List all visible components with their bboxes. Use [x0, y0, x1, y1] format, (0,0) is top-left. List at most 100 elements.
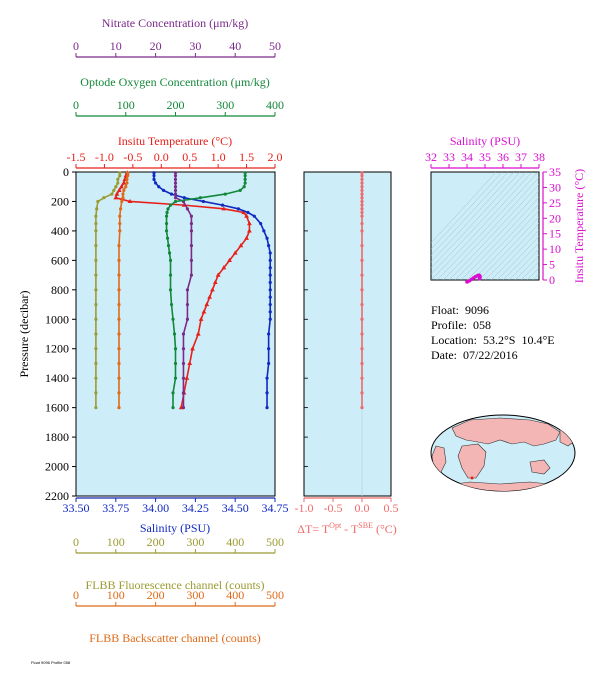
backscatter-point — [122, 188, 126, 193]
ts-point — [477, 276, 482, 281]
deltaT-point — [360, 221, 364, 226]
deltaT-point — [360, 317, 364, 321]
pressure-tick-label: 600 — [51, 253, 69, 267]
fluorescence-point — [118, 174, 122, 178]
backscatter-point — [117, 406, 121, 410]
deltaT-point — [360, 203, 364, 207]
backscatter-point — [117, 317, 121, 321]
temperature-axis-label: Insitu Temperature (°C) — [118, 134, 232, 148]
deltaT-point — [360, 361, 364, 366]
temperature-point — [121, 180, 127, 185]
oxygen-point — [173, 199, 178, 204]
pressure-tick-label: 1000 — [45, 312, 69, 326]
backscatter-point — [117, 332, 121, 336]
nitrate-point — [173, 196, 178, 200]
nitrate-point — [189, 229, 194, 233]
deltaT-point — [360, 302, 364, 307]
deltaT-point — [360, 177, 364, 181]
fluorescence-point — [94, 391, 98, 395]
oxygen-point — [166, 207, 170, 211]
salinity-point — [252, 214, 256, 218]
nitrate-point — [185, 317, 190, 321]
nitrate-tick-label: 0 — [73, 39, 79, 53]
nitrate-point — [181, 332, 186, 336]
nitrate-point — [181, 406, 186, 410]
salinity-point — [152, 171, 156, 175]
fluorescence-tick-label: 100 — [107, 535, 125, 549]
ts-temperature-tick-label: 20 — [549, 211, 561, 225]
salinity-point — [236, 207, 240, 211]
fluorescence-axis: 0 100 200 300 400 500 FLBB Fluorescence chann… — [73, 535, 284, 592]
oxygen-tick-label: 400 — [266, 98, 284, 112]
fluorescence-tick-label: 300 — [186, 535, 204, 549]
salinity-point — [268, 266, 272, 270]
nitrate-point — [189, 273, 194, 277]
oxygen-tick-label: 300 — [216, 98, 234, 112]
ts-temperature-axis-label: Insitu Temperature (°C) — [572, 169, 586, 283]
map-land-africa — [457, 443, 487, 479]
temperature-point — [127, 198, 133, 204]
salinity-point — [268, 288, 272, 292]
fluorescence-point — [94, 376, 98, 380]
pressure-tick-label: 1800 — [45, 430, 69, 444]
fluorescence-point — [102, 196, 106, 200]
backscatter-tick-label: 0 — [73, 588, 79, 602]
deltaT-point — [360, 192, 364, 196]
nitrate-point — [181, 347, 186, 351]
deltaT-point — [360, 181, 364, 185]
deltaT-point — [360, 174, 364, 178]
oxygen-tick-label: 100 — [117, 98, 135, 112]
ts-salinity-tick-label: 34 — [461, 150, 473, 164]
ts-temperature-tick-label: 15 — [549, 227, 561, 241]
oxygen-point — [171, 406, 175, 410]
nitrate-point — [181, 376, 186, 380]
temperature-tick-label: 0.5 — [182, 150, 197, 164]
profile-series — [94, 170, 272, 410]
ts-temperature-tick-label: 0 — [549, 273, 555, 287]
backscatter-tick-label: 300 — [186, 588, 204, 602]
deltaT-point — [360, 376, 364, 380]
salinity-axis: 33.50 33.75 34.00 34.25 34.50 34.75 — [63, 497, 289, 515]
salinity-point — [220, 203, 225, 207]
salinity-point — [268, 258, 272, 262]
oxygen-point — [164, 221, 169, 226]
pressure-tick-label: 2000 — [45, 460, 69, 474]
oxygen-point — [171, 317, 175, 321]
backscatter-point — [118, 214, 122, 218]
backscatter-axis: 0 100 200 300 400 500 FLBB Backscatter channe… — [73, 588, 284, 645]
salinity-point — [268, 310, 272, 314]
salinity-tick-label: 34.25 — [182, 501, 209, 515]
backscatter-axis-label: FLBB Backscatter channel (counts) — [89, 631, 261, 645]
temperature-point — [187, 360, 193, 366]
date-value: 07/22/2016 — [463, 348, 518, 362]
salinity-point — [152, 177, 156, 181]
ts-density-contour — [472, 210, 539, 280]
fluorescence-point — [94, 244, 98, 248]
float-value: 9096 — [465, 303, 490, 317]
pressure-tick-label: 800 — [51, 283, 69, 297]
ts-density-contour — [460, 197, 539, 280]
oxygen-point — [198, 196, 202, 200]
fluorescence-point — [95, 207, 99, 211]
temperature-point — [221, 265, 227, 270]
temperature-point — [244, 235, 249, 240]
backscatter-tick-label: 200 — [147, 588, 165, 602]
ts-density-contour — [436, 172, 539, 280]
ts-temperature-tick-label: 10 — [549, 242, 561, 256]
temperature-tick-label: 1.0 — [211, 150, 226, 164]
float-info: Float: 9096 — [431, 303, 489, 318]
fluorescence-point — [94, 288, 98, 292]
salinity-point — [161, 188, 166, 193]
backscatter-point — [117, 347, 121, 351]
temperature-tick-label: -1.0 — [95, 150, 114, 164]
temperature-point — [198, 316, 204, 321]
backscatter-tick-label: 400 — [226, 588, 244, 602]
ts-density-contour — [484, 223, 539, 280]
pressure-tick-label: 1200 — [45, 342, 69, 356]
oxygen-point — [164, 229, 169, 233]
profile-info: Profile: 058 — [431, 318, 491, 333]
ts-density-contour — [454, 190, 539, 280]
ts-density-contour — [520, 261, 539, 280]
world-map — [430, 414, 576, 492]
map-land-eurasia — [451, 417, 561, 447]
